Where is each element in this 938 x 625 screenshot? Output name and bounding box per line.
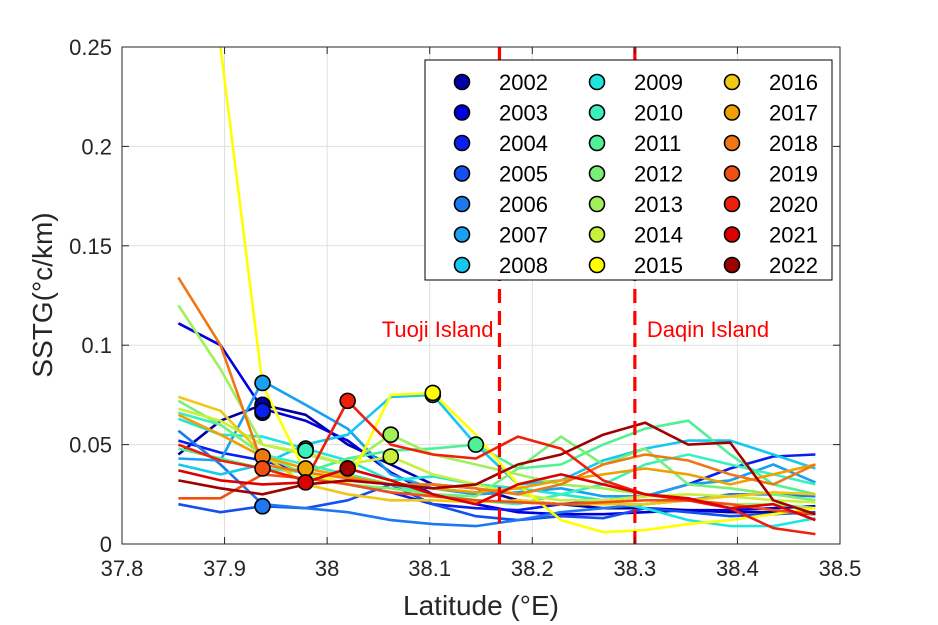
series-marker-2019	[254, 460, 271, 477]
legend-label-2013: 2013	[634, 192, 683, 217]
x-tick-label: 38.4	[716, 556, 759, 581]
x-tick-label: 37.8	[101, 556, 144, 581]
legend-label-2014: 2014	[634, 223, 683, 248]
legend-marker-2016	[723, 73, 741, 91]
legend-label-2020: 2020	[769, 192, 818, 217]
legend-marker-2008	[453, 256, 471, 274]
legend-label-2012: 2012	[634, 162, 683, 187]
legend-label-2011: 2011	[634, 131, 681, 156]
x-axis-ticks: 37.8 37.9 38 38.1 38.2 38.3 38.4 38.5	[101, 47, 862, 581]
series-marker-2011	[467, 436, 485, 453]
y-tick-label: 0.05	[69, 433, 112, 458]
series-line-2018	[177, 276, 816, 496]
series-marker-2013	[382, 426, 400, 443]
legend-marker-2011	[588, 134, 606, 152]
legend-marker-2012	[588, 165, 606, 182]
series-marker-2010	[297, 442, 314, 459]
x-tick-label: 38.3	[613, 556, 656, 581]
legend-marker-2021	[723, 226, 741, 243]
x-tick-label: 38.1	[408, 556, 451, 581]
legend-label-2015: 2015	[634, 253, 683, 278]
legend-marker-2003	[453, 104, 471, 121]
vline-label-1: Tuoji Island	[382, 317, 494, 342]
y-tick-label: 0.1	[81, 333, 112, 358]
series-marker-2021	[297, 474, 314, 491]
legend-label-2016: 2016	[769, 70, 818, 95]
legend-marker-2007	[453, 226, 471, 243]
legend-label-2006: 2006	[499, 192, 548, 217]
x-tick-label: 37.9	[203, 556, 246, 581]
legend-label-2008: 2008	[499, 253, 548, 278]
series-markers	[254, 374, 485, 515]
legend-marker-2022	[723, 256, 741, 274]
series-line-2015	[219, 47, 816, 534]
legend-label-2002: 2002	[499, 70, 548, 95]
legend-marker-2014	[588, 226, 606, 243]
series-line-2004	[178, 439, 816, 512]
legend-marker-2017	[723, 104, 741, 121]
series-marker-2014	[382, 448, 400, 465]
legend-box	[424, 59, 833, 281]
x-axis-label: Latitude (°E)	[403, 590, 559, 621]
y-tick-label: 0.25	[69, 35, 112, 60]
legend-label-2004: 2004	[499, 131, 548, 156]
series-marker-2015	[424, 384, 442, 402]
legend-label-2005: 2005	[499, 162, 548, 187]
series-line-2008	[178, 393, 816, 486]
series-marker-2007	[254, 374, 271, 392]
y-tick-label: 0.15	[69, 234, 112, 259]
x-tick-label: 38.5	[819, 556, 862, 581]
series-lines	[177, 47, 816, 536]
legend-marker-2006	[453, 195, 471, 213]
legend-label-2018: 2018	[769, 131, 818, 156]
legend-label-2007: 2007	[499, 223, 548, 248]
legend-marker-2010	[588, 104, 606, 121]
legend-marker-2013	[588, 195, 606, 213]
legend-label-2017: 2017	[769, 101, 818, 126]
legend-marker-2019	[723, 165, 741, 182]
legend-label-2003: 2003	[499, 101, 548, 126]
vline-label-2: Daqin Island	[647, 317, 769, 342]
series-marker-2017	[297, 460, 314, 477]
legend-label-2019: 2019	[769, 162, 818, 187]
legend-marker-2002	[453, 73, 471, 91]
island-vlines: Tuoji Island Daqin Island	[382, 47, 769, 544]
x-tick-label: 38	[315, 556, 339, 581]
y-tick-label: 0	[100, 532, 112, 557]
series-line-2012	[177, 399, 816, 502]
y-tick-label: 0.2	[81, 134, 112, 159]
legend-marker-2004	[453, 134, 471, 152]
legend-marker-2015	[588, 256, 606, 274]
legend-label-2009: 2009	[634, 70, 683, 95]
legend-marker-2005	[453, 165, 471, 182]
series-marker-2006	[254, 497, 271, 515]
series-marker-2022	[339, 460, 356, 477]
axes-box	[121, 46, 841, 545]
series-marker-2020	[339, 392, 356, 410]
series-line-2021	[178, 467, 816, 522]
y-axis-label: SSTG(°c/km)	[27, 212, 58, 377]
legend-label-2010: 2010	[634, 101, 683, 126]
series-marker-2004	[254, 402, 271, 420]
legend-marker-2020	[723, 195, 741, 213]
legend-marker-2018	[723, 134, 741, 152]
series-line-2022	[178, 421, 816, 516]
legend: 2002 2003 2004 2005 2006 2007 2008 2009 2010 2011…	[424, 59, 833, 281]
legend-label-2021: 2021	[769, 223, 818, 248]
x-tick-label: 38.2	[511, 556, 554, 581]
y-axis-ticks: 0 0.05 0.1 0.15 0.2 0.25	[69, 35, 840, 557]
legend-marker-2009	[588, 73, 606, 91]
legend-label-2022: 2022	[769, 253, 818, 278]
